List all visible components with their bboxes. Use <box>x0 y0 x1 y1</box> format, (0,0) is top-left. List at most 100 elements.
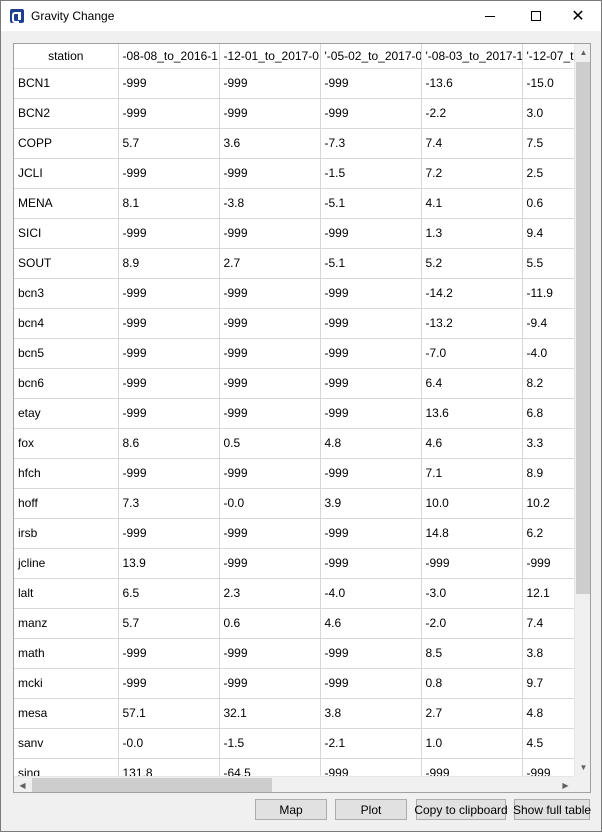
maximize-button[interactable] <box>513 1 559 31</box>
scroll-right-arrow-icon[interactable]: ▶ <box>562 781 569 790</box>
value-cell[interactable]: -999 <box>219 548 321 579</box>
show-full-table-button[interactable]: Show full table <box>513 799 591 820</box>
value-cell[interactable]: -999 <box>219 98 321 129</box>
value-cell[interactable]: -999 <box>219 638 321 669</box>
value-cell[interactable]: -999 <box>219 68 321 99</box>
value-cell[interactable]: 7.1 <box>421 458 523 489</box>
plot-button[interactable]: Plot <box>335 799 407 820</box>
value-cell[interactable]: -999 <box>219 368 321 399</box>
value-cell[interactable]: -999 <box>219 398 321 429</box>
value-cell[interactable]: 10.2 <box>522 488 577 519</box>
value-cell[interactable]: 2.7 <box>421 698 523 729</box>
table-row[interactable]: mesa 57.1 32.1 3.8 2.7 4.8 <box>14 698 577 729</box>
scroll-left-arrow-icon[interactable]: ◀ <box>19 781 26 790</box>
table-row[interactable]: hfch -999 -999 -999 7.1 8.9 <box>14 458 577 489</box>
table-row[interactable]: bcn5 -999 -999 -999 -7.0 -4.0 <box>14 338 577 369</box>
value-cell[interactable]: -5.1 <box>320 248 422 279</box>
minimize-button[interactable] <box>467 1 513 31</box>
value-cell[interactable]: -2.1 <box>320 728 422 759</box>
column-header-period-3[interactable]: '-05-02_to_2017-0 <box>320 44 422 69</box>
column-header-period-4[interactable]: '-08-03_to_2017-1 <box>421 44 523 69</box>
value-cell[interactable]: -999 <box>320 668 422 699</box>
value-cell[interactable]: -999 <box>320 338 422 369</box>
value-cell[interactable]: -999 <box>219 458 321 489</box>
table-row[interactable]: irsb -999 -999 -999 14.8 6.2 <box>14 518 577 549</box>
value-cell[interactable]: -999 <box>118 368 220 399</box>
value-cell[interactable]: 8.5 <box>421 638 523 669</box>
station-cell[interactable]: etay <box>14 398 119 429</box>
value-cell[interactable]: 4.5 <box>522 728 577 759</box>
horizontal-scroll-thumb[interactable] <box>32 778 272 792</box>
value-cell[interactable]: -3.8 <box>219 188 321 219</box>
value-cell[interactable]: 57.1 <box>118 698 220 729</box>
station-cell[interactable]: hfch <box>14 458 119 489</box>
value-cell[interactable]: 10.0 <box>421 488 523 519</box>
value-cell[interactable]: 8.9 <box>522 458 577 489</box>
table-row[interactable]: COPP 5.7 3.6 -7.3 7.4 7.5 <box>14 128 577 159</box>
value-cell[interactable]: -999 <box>219 518 321 549</box>
value-cell[interactable]: 8.6 <box>118 428 220 459</box>
value-cell[interactable]: -999 <box>219 338 321 369</box>
value-cell[interactable]: -999 <box>118 218 220 249</box>
value-cell[interactable]: 6.4 <box>421 368 523 399</box>
station-cell[interactable]: lalt <box>14 578 119 609</box>
table-row[interactable]: mcki -999 -999 -999 0.8 9.7 <box>14 668 577 699</box>
value-cell[interactable]: -999 <box>219 308 321 339</box>
value-cell[interactable]: -0.0 <box>118 728 220 759</box>
close-button[interactable]: ✕ <box>555 1 601 31</box>
value-cell[interactable]: -2.2 <box>421 98 523 129</box>
value-cell[interactable]: -999 <box>320 308 422 339</box>
value-cell[interactable]: 6.2 <box>522 518 577 549</box>
table-row[interactable]: etay -999 -999 -999 13.6 6.8 <box>14 398 577 429</box>
table-row[interactable]: SOUT 8.9 2.7 -5.1 5.2 5.5 <box>14 248 577 279</box>
value-cell[interactable]: 7.3 <box>118 488 220 519</box>
value-cell[interactable]: 4.8 <box>320 428 422 459</box>
column-header-period-2[interactable]: -12-01_to_2017-0 <box>219 44 321 69</box>
value-cell[interactable]: -999 <box>320 518 422 549</box>
value-cell[interactable]: -14.2 <box>421 278 523 309</box>
scroll-down-arrow-icon[interactable]: ▼ <box>579 763 588 772</box>
scroll-up-arrow-icon[interactable]: ▲ <box>579 48 588 57</box>
value-cell[interactable]: -7.3 <box>320 128 422 159</box>
column-header-period-5[interactable]: '-12-07_to <box>522 44 577 69</box>
value-cell[interactable]: 12.1 <box>522 578 577 609</box>
value-cell[interactable]: -1.5 <box>320 158 422 189</box>
value-cell[interactable]: -999 <box>118 668 220 699</box>
value-cell[interactable]: 3.0 <box>522 98 577 129</box>
value-cell[interactable]: -999 <box>320 218 422 249</box>
station-cell[interactable]: bcn3 <box>14 278 119 309</box>
value-cell[interactable]: -999 <box>118 398 220 429</box>
value-cell[interactable]: -11.9 <box>522 278 577 309</box>
value-cell[interactable]: 7.4 <box>522 608 577 639</box>
table-row[interactable]: JCLI -999 -999 -1.5 7.2 2.5 <box>14 158 577 189</box>
station-cell[interactable]: jcline <box>14 548 119 579</box>
value-cell[interactable]: -999 <box>118 638 220 669</box>
value-cell[interactable]: -999 <box>219 668 321 699</box>
station-cell[interactable]: SICI <box>14 218 119 249</box>
value-cell[interactable]: 5.7 <box>118 608 220 639</box>
value-cell[interactable]: -999 <box>421 548 523 579</box>
table-row[interactable]: jcline 13.9 -999 -999 -999 -999 <box>14 548 577 579</box>
map-button[interactable]: Map <box>255 799 327 820</box>
value-cell[interactable]: -5.1 <box>320 188 422 219</box>
copy-to-clipboard-button[interactable]: Copy to clipboard <box>414 799 508 820</box>
value-cell[interactable]: -13.2 <box>421 308 523 339</box>
value-cell[interactable]: 3.8 <box>522 638 577 669</box>
value-cell[interactable]: -999 <box>320 98 422 129</box>
table-row[interactable]: MENA 8.1 -3.8 -5.1 4.1 0.6 <box>14 188 577 219</box>
station-cell[interactable]: BCN2 <box>14 98 119 129</box>
value-cell[interactable]: -999 <box>118 518 220 549</box>
station-cell[interactable]: manz <box>14 608 119 639</box>
table-row[interactable]: fox 8.6 0.5 4.8 4.6 3.3 <box>14 428 577 459</box>
value-cell[interactable]: -999 <box>118 68 220 99</box>
value-cell[interactable]: 5.5 <box>522 248 577 279</box>
value-cell[interactable]: 32.1 <box>219 698 321 729</box>
value-cell[interactable]: -999 <box>219 158 321 189</box>
value-cell[interactable]: -4.0 <box>522 338 577 369</box>
value-cell[interactable]: 0.5 <box>219 428 321 459</box>
value-cell[interactable]: 4.6 <box>320 608 422 639</box>
table-row[interactable]: sanv -0.0 -1.5 -2.1 1.0 4.5 <box>14 728 577 759</box>
value-cell[interactable]: -999 <box>522 548 577 579</box>
station-cell[interactable]: JCLI <box>14 158 119 189</box>
table-row[interactable]: bcn3 -999 -999 -999 -14.2 -11.9 <box>14 278 577 309</box>
